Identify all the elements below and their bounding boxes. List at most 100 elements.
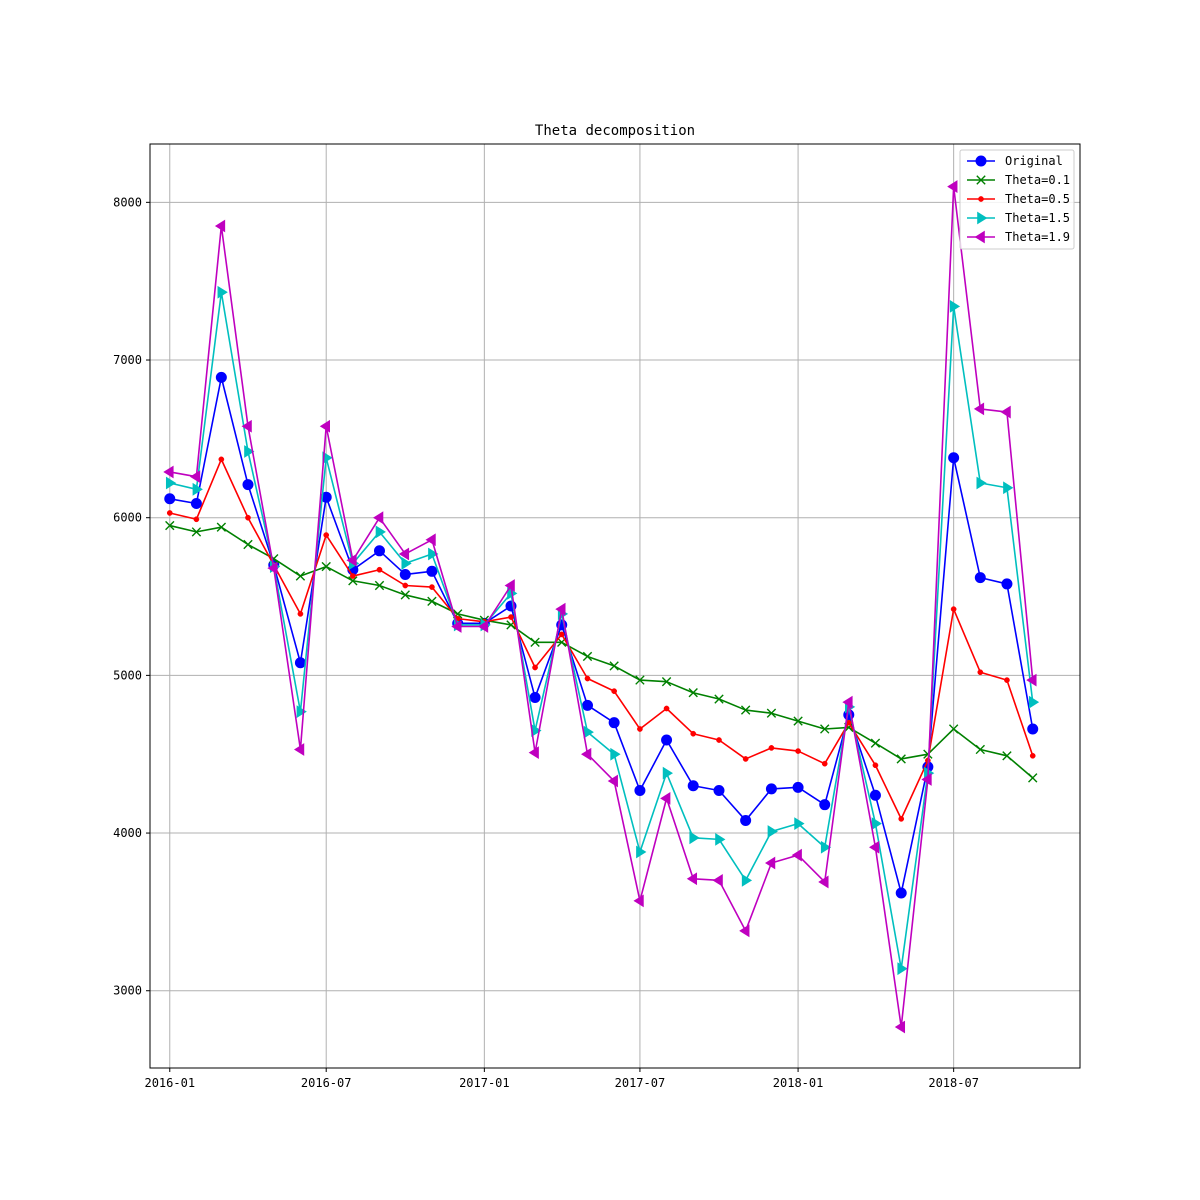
data-point-theta-0-1 bbox=[609, 661, 619, 671]
data-point-theta-0-1 bbox=[820, 724, 830, 734]
data-point-theta-0-1 bbox=[635, 675, 645, 685]
data-point-theta-1-5 bbox=[610, 747, 621, 761]
legend-item-original: Original bbox=[967, 154, 1063, 168]
legend-label-theta-1-9: Theta=1.9 bbox=[1005, 230, 1070, 244]
series-theta-0-1 bbox=[165, 520, 1038, 783]
chart-title: Theta decomposition bbox=[535, 123, 695, 139]
data-point-theta-1-9 bbox=[1026, 673, 1037, 687]
data-point-theta-0-5 bbox=[690, 730, 697, 737]
data-point-original bbox=[869, 789, 881, 801]
data-point-theta-1-9 bbox=[319, 419, 331, 433]
data-point-theta-0-1 bbox=[1002, 751, 1012, 761]
data-point-theta-1-9 bbox=[739, 924, 750, 938]
legend-item-theta-1-9: Theta=1.9 bbox=[967, 230, 1070, 244]
data-point-theta-1-9 bbox=[528, 746, 539, 760]
x-tick-label: 2016-01 bbox=[144, 1076, 195, 1090]
data-point-theta-1-9 bbox=[712, 873, 723, 887]
data-point-theta-1-9 bbox=[477, 620, 489, 633]
legend-label-theta-0-1: Theta=0.1 bbox=[1005, 173, 1070, 187]
data-point-theta-0-5 bbox=[297, 611, 304, 617]
data-point-theta-0-5 bbox=[402, 582, 409, 589]
data-point-theta-0-5 bbox=[1004, 677, 1010, 683]
data-point-theta-0-5 bbox=[508, 614, 514, 620]
data-point-theta-1-9 bbox=[973, 402, 985, 416]
data-point-theta-0-5 bbox=[193, 516, 200, 523]
data-point-theta-0-1 bbox=[896, 754, 906, 764]
data-point-original bbox=[190, 498, 202, 510]
legend: Original Theta=0.1 Theta=0.5 Theta=1.5 Theta… bbox=[959, 149, 1075, 250]
data-point-theta-0-5 bbox=[742, 756, 749, 762]
data-point-theta-1-5 bbox=[244, 445, 255, 458]
data-point-theta-0-5 bbox=[898, 816, 905, 822]
x-tick-label: 2017-07 bbox=[615, 1076, 666, 1090]
data-point-theta-0-1 bbox=[793, 716, 803, 726]
data-point-theta-0-1 bbox=[243, 539, 253, 550]
legend-item-theta-1-5: Theta=1.5 bbox=[967, 211, 1070, 225]
data-point-theta-1-9 bbox=[425, 533, 436, 547]
legend-marker-original bbox=[975, 155, 987, 167]
data-point-original bbox=[608, 717, 620, 729]
legend-marker-theta-1-5 bbox=[977, 211, 988, 225]
data-point-original bbox=[895, 887, 907, 899]
data-point-theta-1-5 bbox=[296, 705, 307, 719]
data-point-original bbox=[819, 799, 831, 811]
data-point-theta-1-9 bbox=[346, 553, 357, 567]
data-point-theta-0-5 bbox=[1029, 752, 1036, 759]
data-point-theta-1-5 bbox=[767, 825, 778, 838]
data-point-theta-0-5 bbox=[245, 514, 251, 521]
data-series bbox=[163, 180, 1040, 1034]
data-point-theta-0-1 bbox=[582, 651, 593, 662]
data-point-theta-0-5 bbox=[977, 669, 984, 676]
data-point-original bbox=[948, 452, 960, 464]
data-point-theta-1-9 bbox=[267, 561, 278, 575]
data-point-theta-1-9 bbox=[660, 791, 671, 805]
data-point-original bbox=[242, 479, 254, 491]
data-point-theta-0-5 bbox=[349, 573, 356, 579]
data-point-theta-1-5 bbox=[217, 285, 228, 299]
x-tick-label: 2018-07 bbox=[928, 1076, 979, 1090]
data-point-theta-1-9 bbox=[214, 219, 226, 233]
data-point-original bbox=[765, 783, 777, 795]
data-point-theta-0-1 bbox=[714, 694, 724, 704]
data-point-theta-0-5 bbox=[166, 510, 173, 516]
series-theta-0-5 bbox=[166, 456, 1036, 822]
legend-marker-theta-1-9 bbox=[974, 230, 985, 244]
y-tick-label: 7000 bbox=[113, 353, 142, 367]
data-point-theta-0-1 bbox=[530, 637, 540, 647]
data-point-theta-0-1 bbox=[374, 580, 385, 591]
data-point-theta-1-5 bbox=[976, 476, 987, 490]
x-tick-label: 2017-01 bbox=[459, 1076, 510, 1090]
data-point-theta-0-5 bbox=[532, 664, 538, 671]
data-point-theta-0-5 bbox=[558, 631, 565, 638]
data-point-theta-1-9 bbox=[1000, 405, 1011, 419]
data-point-theta-0-1 bbox=[191, 527, 202, 537]
data-point-theta-0-1 bbox=[1028, 773, 1038, 783]
data-point-theta-0-1 bbox=[295, 571, 306, 581]
data-point-theta-1-9 bbox=[686, 872, 698, 886]
data-point-theta-1-5 bbox=[689, 831, 700, 845]
data-point-theta-1-5 bbox=[428, 547, 439, 561]
data-point-theta-1-9 bbox=[581, 747, 592, 761]
data-point-theta-0-1 bbox=[870, 738, 881, 748]
data-point-theta-1-5 bbox=[636, 845, 647, 859]
data-point-theta-1-5 bbox=[401, 557, 412, 570]
data-point-theta-0-5 bbox=[795, 748, 801, 754]
data-point-theta-1-9 bbox=[189, 470, 201, 484]
data-point-theta-0-1 bbox=[923, 749, 933, 759]
series-line-theta-1-9 bbox=[169, 185, 1034, 1028]
data-point-theta-1-5 bbox=[715, 832, 726, 846]
data-point-original bbox=[373, 545, 385, 557]
data-point-original bbox=[529, 691, 541, 703]
y-tick-label: 8000 bbox=[113, 195, 142, 209]
series-line-theta-0-1 bbox=[169, 524, 1034, 779]
data-point-theta-0-5 bbox=[821, 760, 828, 767]
legend-marker-theta-0-5 bbox=[978, 196, 984, 202]
grid-lines bbox=[150, 144, 1080, 1068]
data-point-theta-1-5 bbox=[662, 766, 674, 780]
data-point-theta-1-9 bbox=[241, 419, 252, 433]
data-point-theta-0-1 bbox=[766, 708, 777, 718]
data-point-theta-0-5 bbox=[584, 675, 591, 682]
data-point-original bbox=[661, 734, 673, 746]
data-point-theta-0-5 bbox=[950, 606, 957, 613]
data-point-theta-1-9 bbox=[293, 743, 305, 756]
